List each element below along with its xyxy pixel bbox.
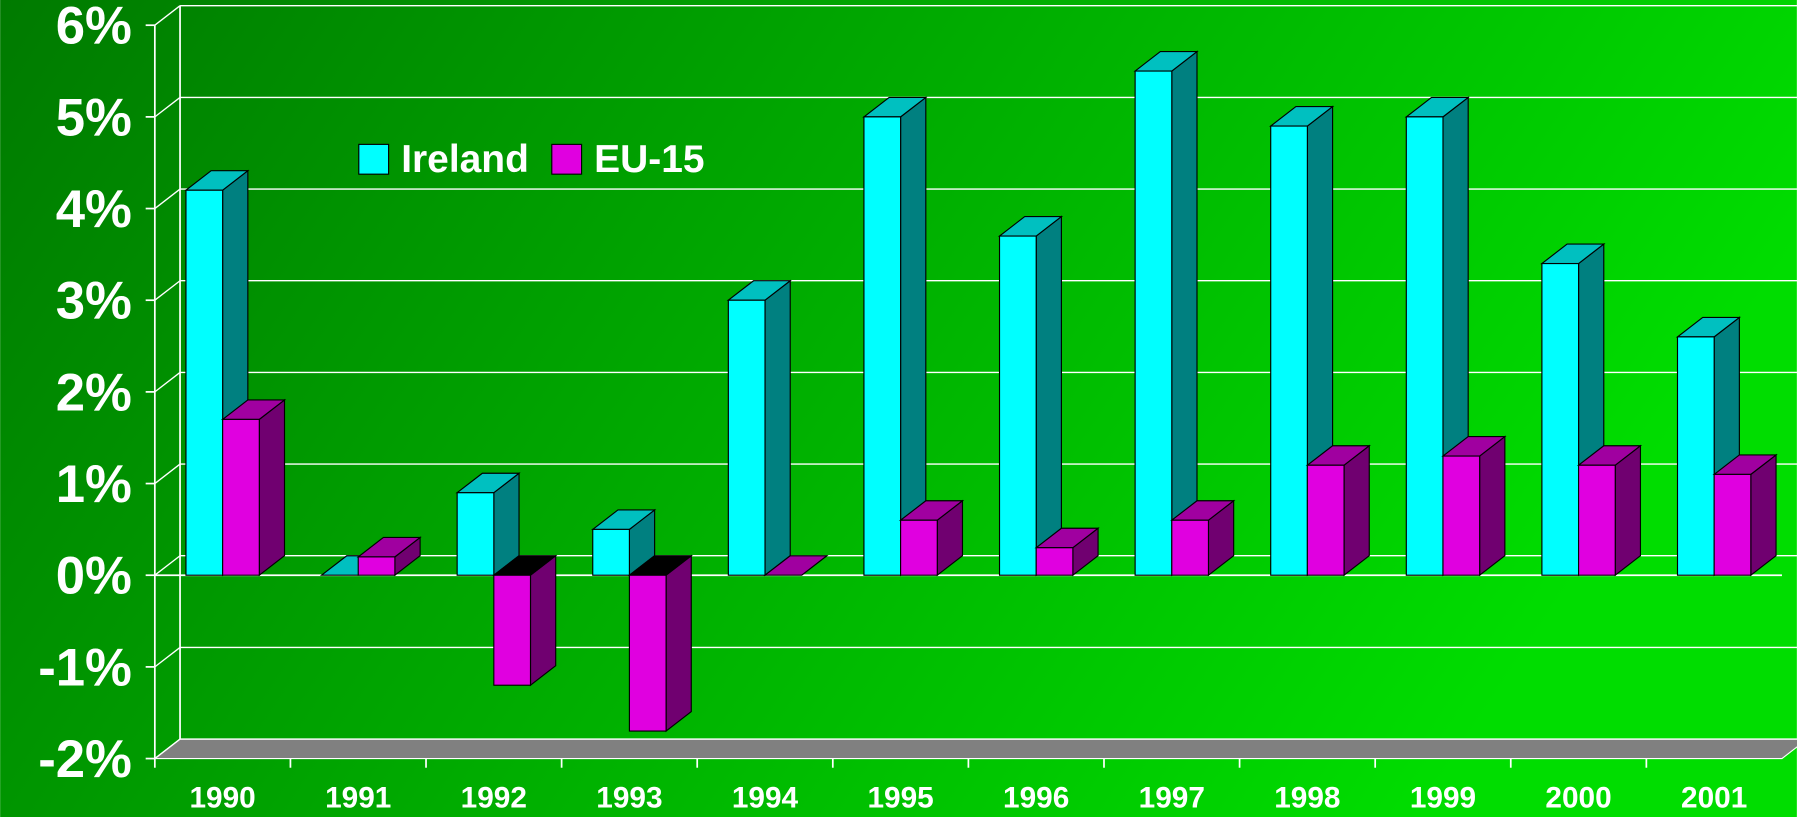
x-tick-label: 1990	[189, 782, 255, 815]
bar	[592, 528, 630, 576]
x-tick-label: 2000	[1545, 782, 1611, 815]
bar	[222, 418, 260, 576]
bar-side	[764, 279, 791, 577]
x-tick-label: 1998	[1274, 782, 1340, 815]
bar	[1035, 547, 1074, 576]
grid-depth	[154, 555, 181, 576]
y-tick-label: 1%	[56, 455, 132, 514]
bar-side	[258, 398, 286, 577]
bar	[1306, 464, 1345, 576]
bar	[1541, 262, 1580, 576]
grid-depth	[154, 5, 181, 26]
bar	[1577, 464, 1616, 576]
legend-swatch	[551, 143, 583, 175]
grid-depth	[154, 280, 181, 301]
bar-side	[1614, 444, 1642, 577]
bar	[456, 492, 495, 576]
bar	[900, 519, 938, 576]
bar-side	[1171, 50, 1198, 577]
grid-depth	[154, 188, 181, 210]
x-tick-label: 1995	[867, 782, 933, 815]
grid-depth	[154, 371, 181, 393]
bar	[628, 574, 667, 732]
x-tick-label: 1997	[1139, 782, 1205, 815]
bar	[185, 189, 224, 576]
bar	[998, 235, 1037, 576]
x-tick-label: 1996	[1003, 782, 1069, 815]
bar	[1676, 336, 1715, 576]
bar	[863, 116, 902, 576]
x-tick-label: 1991	[325, 782, 391, 815]
grid-depth	[154, 463, 181, 485]
bar-side	[665, 554, 692, 733]
x-tick-label: 1994	[732, 782, 799, 815]
y-tick-label: 5%	[56, 88, 132, 147]
y-tick-label: -1%	[38, 638, 132, 697]
bar-top	[763, 555, 829, 576]
bar-side	[1479, 435, 1506, 577]
legend-label: EU-15	[594, 138, 704, 181]
x-tick-label: 1993	[596, 782, 662, 815]
legend-label: Ireland	[401, 138, 529, 181]
y-tick-label: 3%	[56, 272, 132, 331]
x-tick-label: 1999	[1410, 782, 1476, 815]
bar-side	[1750, 453, 1777, 577]
bar	[1171, 519, 1210, 576]
grid-depth	[154, 96, 181, 118]
y-tick-label: 2%	[56, 363, 132, 422]
y-tick-label: 4%	[56, 180, 132, 239]
bar	[1405, 116, 1444, 576]
bar	[727, 299, 766, 576]
bar	[357, 556, 396, 576]
bar	[1713, 473, 1752, 576]
legend-swatch	[358, 143, 390, 175]
bar-side	[1035, 215, 1062, 577]
bar-side	[529, 554, 557, 687]
floor	[153, 738, 1797, 760]
grid-depth	[154, 646, 181, 668]
bar	[1270, 125, 1308, 576]
bar-side	[1343, 444, 1370, 577]
x-tick-label: 1992	[461, 782, 527, 815]
grid-depth	[154, 738, 181, 760]
y-tick-label: -2%	[38, 730, 132, 789]
y-tick-label: 6%	[56, 0, 132, 56]
y-tick-label: 0%	[56, 547, 132, 606]
bar	[493, 574, 532, 686]
x-tick-label: 2001	[1681, 782, 1747, 815]
bar	[1442, 455, 1481, 576]
bar	[1134, 70, 1173, 576]
